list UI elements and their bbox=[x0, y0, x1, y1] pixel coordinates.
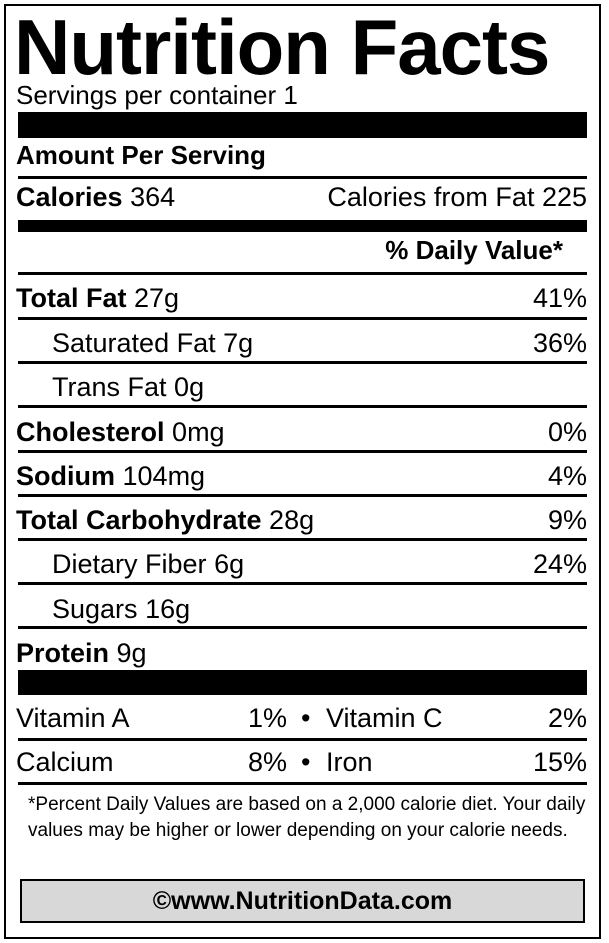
bullet-separator: • bbox=[301, 747, 311, 777]
footer-credit: ©www.NutritionData.com bbox=[20, 879, 585, 923]
divider bbox=[18, 582, 587, 585]
nutrient-amount: 9g bbox=[116, 638, 147, 668]
calories-from-fat: Calories from Fat 225 bbox=[327, 182, 587, 212]
bullet-separator: • bbox=[301, 703, 311, 733]
daily-value-header: % Daily Value* bbox=[385, 235, 563, 265]
nutrient-name: Protein bbox=[16, 638, 110, 668]
nutrient-dv: 41% bbox=[532, 283, 587, 313]
nutrient-amount: 7g bbox=[223, 328, 254, 358]
vitamin-c-dv: 2% bbox=[547, 703, 587, 733]
nutrient-name: Dietary Fiber bbox=[52, 549, 207, 579]
nutrient-row-sugars: Sugars 16g bbox=[52, 596, 190, 623]
nutrient-name: Saturated Fat bbox=[52, 328, 216, 358]
calories-label: Calories bbox=[16, 182, 123, 212]
divider bbox=[18, 272, 587, 275]
nutrient-amount: 28g bbox=[269, 505, 315, 535]
nutrient-amount: 27g bbox=[134, 283, 180, 313]
vitamin-c-name: Vitamin C bbox=[326, 703, 443, 733]
nutrient-amount: 16g bbox=[145, 594, 191, 624]
calcium-dv: 8% bbox=[248, 747, 288, 777]
divider bbox=[18, 538, 587, 541]
nutrient-amount: 104mg bbox=[122, 461, 206, 491]
calories-value: 364 bbox=[130, 182, 176, 212]
nutrient-row-protein: Protein 9g bbox=[16, 640, 147, 667]
calcium-name: Calcium bbox=[16, 747, 114, 777]
nutrient-row-sodium: Sodium 104mg bbox=[16, 463, 205, 490]
nutrition-label: Nutrition Facts Servings per container 1… bbox=[4, 4, 601, 939]
divider bbox=[18, 450, 587, 453]
servings-per-container: Servings per container 1 bbox=[16, 80, 298, 110]
nutrient-row-trans-fat: Trans Fat 0g bbox=[52, 374, 204, 401]
medium-divider bbox=[18, 220, 587, 232]
divider bbox=[18, 738, 587, 741]
nutrient-row-total-fat: Total Fat 27g bbox=[16, 285, 179, 312]
thick-divider-top bbox=[18, 112, 587, 138]
nutrient-dv: 24% bbox=[532, 549, 587, 579]
nutrient-dv: 36% bbox=[532, 328, 587, 358]
vitamin-a-dv: 1% bbox=[248, 703, 288, 733]
amount-per-serving: Amount Per Serving bbox=[16, 140, 266, 170]
divider bbox=[18, 405, 587, 408]
nutrient-row-total-carbohydrate: Total Carbohydrate 28g bbox=[16, 507, 314, 534]
vitamin-a-name: Vitamin A bbox=[16, 703, 130, 733]
footer-credit-text: ©www.NutritionData.com bbox=[152, 886, 453, 915]
nutrient-row-cholesterol: Cholesterol 0mg bbox=[16, 419, 225, 446]
nutrient-name: Trans Fat bbox=[52, 372, 167, 402]
nutrient-dv: 4% bbox=[547, 461, 587, 491]
calories-row: Calories 364 bbox=[16, 184, 175, 211]
nutrient-dv: 0% bbox=[547, 417, 587, 447]
nutrient-amount: 0g bbox=[174, 372, 205, 402]
nutrient-name: Total Fat bbox=[16, 283, 127, 313]
nutrient-name: Cholesterol bbox=[16, 417, 165, 447]
divider bbox=[18, 782, 587, 785]
nutrient-amount: 0mg bbox=[172, 417, 225, 447]
label-title: Nutrition Facts bbox=[14, 3, 550, 91]
divider bbox=[18, 317, 587, 320]
divider bbox=[18, 494, 587, 497]
nutrient-name: Total Carbohydrate bbox=[16, 505, 262, 535]
divider bbox=[18, 626, 587, 629]
divider bbox=[18, 361, 587, 364]
nutrient-row-saturated-fat: Saturated Fat 7g bbox=[52, 330, 253, 357]
nutrient-name: Sodium bbox=[16, 461, 115, 491]
divider bbox=[18, 176, 587, 179]
daily-value-footnote: *Percent Daily Values are based on a 2,0… bbox=[28, 794, 586, 841]
nutrient-name: Sugars bbox=[52, 594, 138, 624]
nutrient-amount: 6g bbox=[214, 549, 245, 579]
nutrient-dv: 9% bbox=[547, 505, 587, 535]
thick-divider-bottom bbox=[18, 670, 587, 695]
iron-dv: 15% bbox=[532, 747, 587, 777]
iron-name: Iron bbox=[326, 747, 373, 777]
nutrient-row-dietary-fiber: Dietary Fiber 6g bbox=[52, 551, 244, 578]
